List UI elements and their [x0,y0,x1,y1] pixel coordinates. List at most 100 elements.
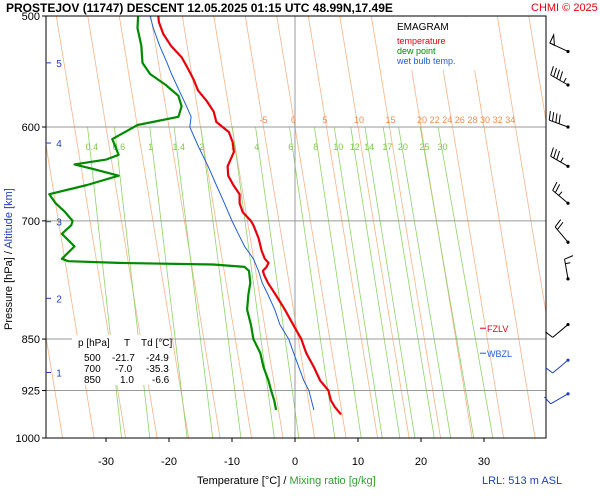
pressure-tick-label: 1000 [16,433,40,445]
legend-background [391,17,495,70]
wind-barb-flag [554,184,561,193]
wind-barb-staff [552,359,569,374]
altitude-tick-label: 5 [56,59,62,70]
mixing-ratio-label: 14 [364,142,374,152]
mixing-ratio-label: 17 [382,142,392,152]
wind-barb-flag [558,114,561,124]
y-axis-label-pressure: Pressure [hPa] / [3,249,15,330]
wind-barb-staff [550,393,569,405]
wind-barb-flag [553,149,557,159]
isotherm-label: 26 [455,115,465,125]
isotherm-line [181,16,252,438]
isotherm-label: 30 [480,115,490,125]
wind-barbs [544,32,574,405]
isotherm-line [213,16,284,438]
isotherm-label: 5 [323,115,328,125]
table-cell: 700 [84,364,101,375]
mixing-ratio-line [200,126,242,438]
temperature-tick-label: 10 [352,456,364,468]
isotherm-line [433,16,504,438]
isotherm-line [150,16,221,438]
wind-barb-half-flag [563,77,567,83]
isotherm-line [370,16,441,438]
x-axis-label-temperature: Temperature [°C] / [197,475,289,487]
wind-barb-staff [552,324,569,338]
isotherm-line [276,16,347,438]
mixing-ratio-line [437,126,494,438]
y-axis-label: Pressure [hPa] / Altitude [km] [3,188,15,330]
mixing-ratio-label: 0.6 [113,142,126,152]
legend: EMAGRAM temperature dew point wet bulb t… [391,17,495,70]
temperature-tick-label: -10 [224,456,240,468]
wind-barb-flag [554,219,562,228]
wind-barb-flag [556,69,560,79]
level-markers: FZLV WBZL [480,324,512,359]
table-cell: 1.0 [120,375,134,386]
legend-title: EMAGRAM [397,22,449,33]
wind-barb-half-flag [558,191,563,196]
wind-barb-flag [559,71,564,81]
isotherm-line [339,16,410,438]
isotherm-line [496,16,546,316]
mixing-ratio-line [364,126,416,438]
mixing-ratio-label: 20 [398,142,408,152]
wind-barb-flag [553,67,557,77]
legend-item-wet-bulb: wet bulb temp. [396,56,456,66]
wind-barb-flag [548,110,551,121]
summary-table: p [hPa] T Td [°C] 500 -21.7 -24.9 700 -7… [72,335,172,386]
mixing-ratio-line [382,126,435,438]
isotherm-label: 0 [291,115,296,125]
mixing-ratio-line [350,126,401,438]
wind-barb-flag [555,113,558,123]
wind-barb-flag [550,66,554,76]
wind-barb-pennant [549,32,555,46]
table-cell: 850 [84,375,101,386]
series-line-temperature [157,16,342,416]
temperature-tick-label: 0 [292,456,298,468]
mixing-ratio-label: 12 [350,142,360,152]
temperature-tick-label: 20 [415,456,427,468]
table-cell: -21.7 [112,353,135,364]
pressure-tick-label: 600 [22,122,40,134]
table-header-p: p [hPa] [78,338,110,349]
mixing-ratio-label: 4 [254,142,259,152]
mixing-ratio-line [333,126,383,438]
table-background [72,335,160,385]
wind-barb-flag [550,147,554,157]
isotherm-line [46,334,63,438]
mixing-ratio-line [231,126,275,438]
mixing-ratio-line [173,126,214,438]
wind-barb-flag [564,255,574,260]
isotherm-label: 34 [505,115,515,125]
series-line-wet-bulb-temp [149,16,315,411]
mixing-ratio-label: 8 [313,142,318,152]
isotherm-label: 15 [386,115,396,125]
chart-title: PROSTEJOV (11747) DESCENT 12.05.2025 01:… [6,1,393,15]
mixing-ratio-label: 1 [148,142,153,152]
temperature-tick-label: -30 [98,456,114,468]
table-header-t: T [124,338,130,349]
isotherm-line [307,16,378,438]
mixing-ratio-line [113,126,151,438]
series-lines [48,16,342,416]
mixing-ratio-label: 6 [288,142,293,152]
plot-frame [45,15,547,439]
pressure-tick-labels: 500 600 700 850 925 1000 [16,11,46,445]
wind-barb-flag [556,150,560,160]
table-cell: 500 [84,353,101,364]
table-cell: -35.3 [146,364,169,375]
wbzl-label: WBZL [487,349,512,359]
mixing-ratio-line [313,126,362,438]
mixing-ratio-line [87,126,122,438]
altitude-tick-label: 1 [56,369,62,380]
temperature-tick-labels: -30 -20 -10 0 10 20 30 [98,438,490,468]
mixing-ratio-lines [87,126,494,438]
wind-barb-staff [564,259,569,279]
mixing-ratio-line [255,126,300,438]
mixing-ratio-line [419,126,475,438]
copyright-text: CHMI © 2025 [531,2,598,14]
legend-item-temperature: temperature [397,36,446,46]
altitude-tick-label: 4 [56,139,62,150]
